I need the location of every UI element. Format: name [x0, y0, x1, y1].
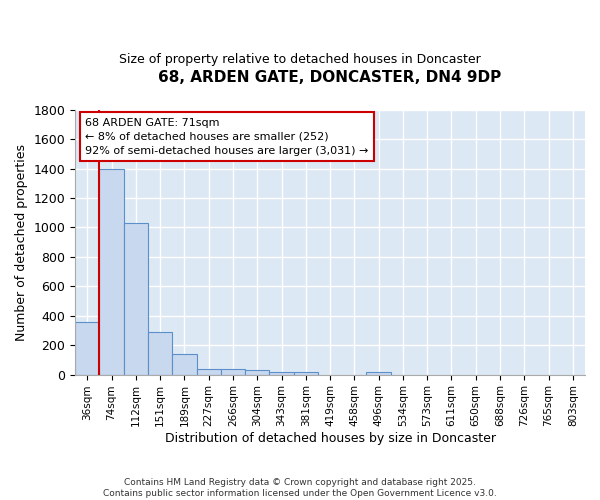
Bar: [172, 354, 197, 374]
Bar: [221, 370, 245, 374]
Bar: [293, 372, 318, 374]
Bar: [245, 370, 269, 374]
Bar: [269, 372, 293, 374]
Bar: [148, 332, 172, 374]
Bar: [367, 372, 391, 374]
Y-axis label: Number of detached properties: Number of detached properties: [15, 144, 28, 340]
Bar: [124, 223, 148, 374]
Title: 68, ARDEN GATE, DONCASTER, DN4 9DP: 68, ARDEN GATE, DONCASTER, DN4 9DP: [158, 70, 502, 85]
Bar: [197, 368, 221, 374]
Text: Size of property relative to detached houses in Doncaster: Size of property relative to detached ho…: [119, 52, 481, 66]
Text: 68 ARDEN GATE: 71sqm
← 8% of detached houses are smaller (252)
92% of semi-detac: 68 ARDEN GATE: 71sqm ← 8% of detached ho…: [85, 118, 369, 156]
Bar: [75, 322, 100, 374]
Text: Contains HM Land Registry data © Crown copyright and database right 2025.
Contai: Contains HM Land Registry data © Crown c…: [103, 478, 497, 498]
X-axis label: Distribution of detached houses by size in Doncaster: Distribution of detached houses by size …: [164, 432, 496, 445]
Bar: [100, 168, 124, 374]
